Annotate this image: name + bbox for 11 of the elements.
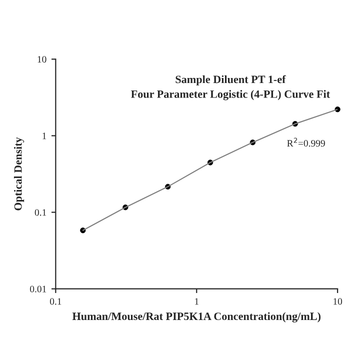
x-axis-title: Human/Mouse/Rat PIP5K1A Concentration(ng/mL)	[72, 312, 321, 322]
y-tick-label: 10	[38, 56, 46, 63]
annotation: R$^{2}$=0.999	[287, 138, 325, 147]
y-axis-title: Optical Density	[14, 137, 24, 210]
y-tick-label: 1	[42, 132, 46, 140]
text: Sample Diluent PT 1-ef Four Parameter Logistic (4-PL) Curve Fit	[131, 75, 330, 100]
y-tick-label: 0.1	[34, 209, 46, 216]
y-tick-label: 0.01	[30, 286, 46, 292]
x-tick-label: 0.1	[50, 298, 62, 305]
x-tick-label: 1	[195, 298, 198, 305]
x-tick-label: 10	[334, 298, 342, 305]
